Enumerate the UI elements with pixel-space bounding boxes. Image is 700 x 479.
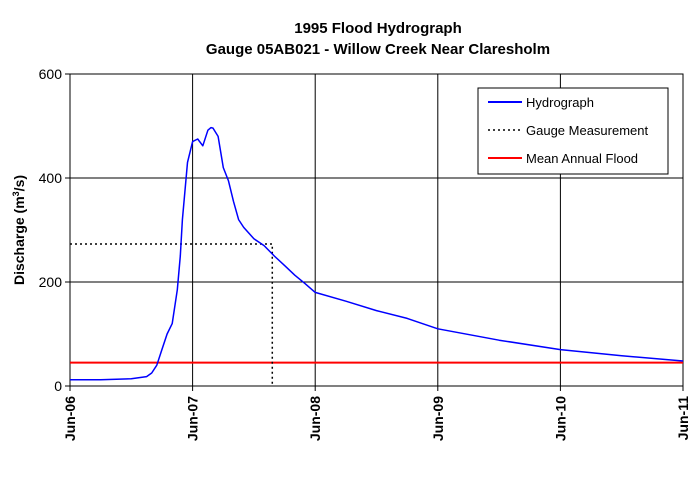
y-axis-label-sup: 3 bbox=[11, 191, 21, 196]
legend: Hydrograph Gauge Measurement Mean Annual… bbox=[477, 87, 669, 175]
plot-area bbox=[69, 73, 684, 387]
legend-label-gauge: Gauge Measurement bbox=[526, 123, 649, 138]
y-tick-label: 0 bbox=[54, 378, 62, 394]
chart-subtitle: Gauge 05AB021 - Willow Creek Near Clares… bbox=[206, 41, 550, 58]
gauge-measurement-line bbox=[70, 243, 274, 386]
legend-label-hydrograph: Hydrograph bbox=[526, 95, 594, 110]
x-tick-label: Jun-11 bbox=[675, 396, 691, 441]
y-axis-label-tail: /s) bbox=[11, 175, 27, 191]
y-axis-label: Discharge (m3/s) bbox=[11, 175, 27, 285]
series-layer bbox=[70, 126, 684, 386]
y-tick-label: 200 bbox=[39, 274, 63, 290]
y-axis-label-main: Discharge (m bbox=[11, 196, 27, 285]
x-tick-label: Jun-10 bbox=[552, 396, 568, 441]
x-axis-ticks: Jun-06 Jun-07 Jun-08 Jun-09 Jun-10 Jun-11 bbox=[62, 386, 691, 441]
x-tick-label: Jun-09 bbox=[430, 396, 446, 441]
y-tick-label: 600 bbox=[39, 66, 63, 82]
chart-title: 1995 Flood Hydrograph bbox=[294, 20, 462, 37]
y-tick-label: 400 bbox=[39, 170, 63, 186]
x-tick-label: Jun-06 bbox=[62, 396, 78, 441]
y-axis-ticks: 0 200 400 600 bbox=[39, 66, 70, 394]
hydrograph-line bbox=[70, 126, 684, 381]
x-tick-label: Jun-07 bbox=[185, 396, 201, 441]
x-tick-label: Jun-08 bbox=[307, 396, 323, 441]
legend-label-maf: Mean Annual Flood bbox=[526, 151, 638, 166]
